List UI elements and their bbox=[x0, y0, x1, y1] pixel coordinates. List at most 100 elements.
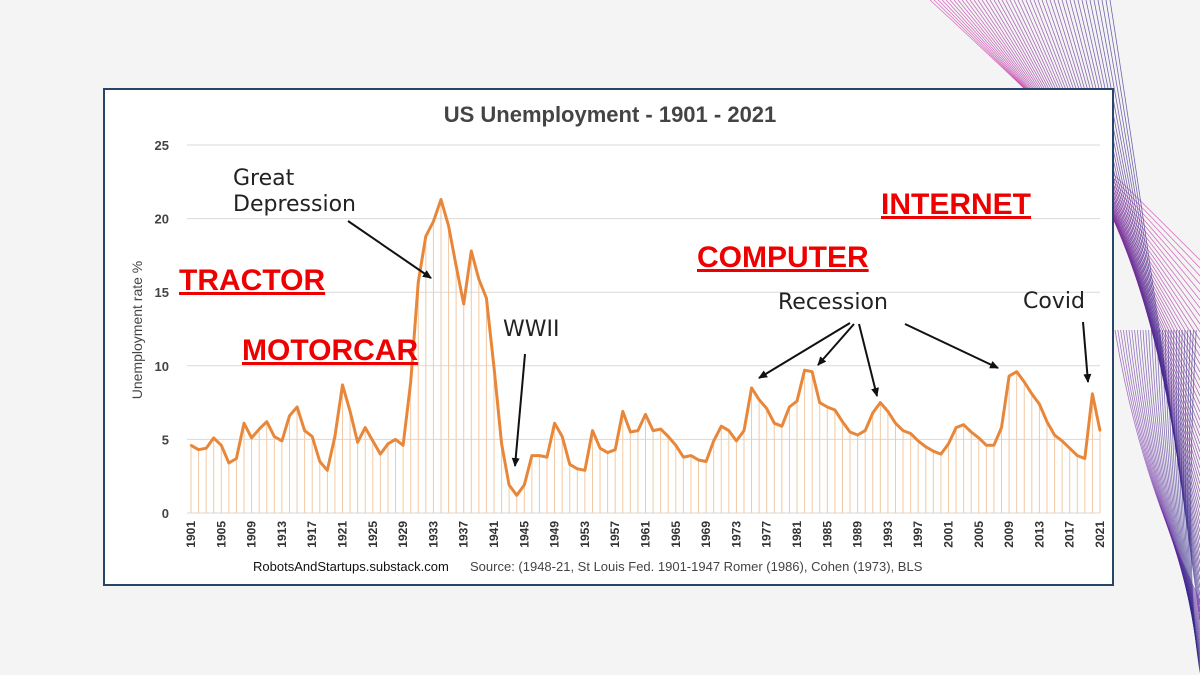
swirl-line bbox=[1156, 329, 1200, 638]
x-tick-label: 1997 bbox=[911, 521, 925, 548]
swirl-line bbox=[1188, 329, 1200, 671]
data-point bbox=[848, 430, 852, 434]
data-point bbox=[500, 442, 503, 446]
swirl-line bbox=[1162, 329, 1200, 643]
data-point bbox=[1091, 392, 1094, 395]
data-point bbox=[727, 429, 731, 432]
data-point bbox=[780, 424, 784, 428]
data-point bbox=[348, 410, 352, 413]
data-point bbox=[341, 383, 344, 387]
data-point bbox=[379, 452, 382, 456]
swirl-line bbox=[1128, 329, 1200, 613]
swirl-line bbox=[1105, 0, 1200, 613]
data-point bbox=[818, 401, 821, 404]
data-point bbox=[477, 277, 481, 281]
data-point bbox=[674, 444, 677, 447]
y-tick-label: 25 bbox=[155, 138, 169, 153]
data-point bbox=[704, 460, 708, 463]
data-point bbox=[621, 410, 624, 413]
data-point bbox=[568, 463, 571, 466]
swirl-line bbox=[1139, 329, 1200, 623]
swirl-line bbox=[1159, 329, 1200, 641]
x-tick-label: 1925 bbox=[366, 521, 380, 548]
swirl-line bbox=[1153, 329, 1200, 636]
data-point bbox=[462, 302, 465, 306]
data-point bbox=[560, 435, 564, 438]
x-tick-label: 1965 bbox=[669, 521, 683, 548]
chart-title: US Unemployment - 1901 - 2021 bbox=[444, 102, 777, 127]
footer-credit: RobotsAndStartups.substack.com bbox=[253, 559, 449, 574]
swirl-line bbox=[1134, 329, 1200, 618]
data-point bbox=[189, 444, 193, 447]
x-tick-label: 2001 bbox=[942, 521, 956, 548]
data-point bbox=[901, 429, 905, 432]
swirl-line bbox=[1125, 329, 1200, 611]
data-point bbox=[644, 413, 647, 416]
data-point bbox=[235, 457, 238, 460]
data-point bbox=[257, 427, 261, 431]
data-point bbox=[659, 427, 662, 431]
data-point bbox=[553, 422, 556, 425]
data-point bbox=[1060, 439, 1064, 443]
swirl-line bbox=[1114, 329, 1200, 601]
annotation-covid: Covid bbox=[1023, 289, 1085, 314]
data-point bbox=[1053, 433, 1056, 437]
data-point bbox=[977, 436, 980, 440]
x-tick-label: 2021 bbox=[1093, 521, 1107, 548]
x-tick-label: 1949 bbox=[548, 521, 562, 548]
annotation-recession: Recession bbox=[778, 290, 888, 315]
data-point bbox=[583, 469, 587, 472]
data-point bbox=[939, 452, 943, 456]
data-point bbox=[795, 399, 799, 403]
data-point bbox=[1083, 457, 1087, 460]
x-tick-label: 1909 bbox=[245, 521, 259, 548]
data-point bbox=[470, 249, 473, 253]
x-tick-label: 1921 bbox=[336, 521, 350, 548]
data-point bbox=[507, 483, 511, 487]
swirl-line bbox=[1137, 329, 1200, 621]
x-tick-label: 1929 bbox=[396, 521, 410, 548]
data-point bbox=[326, 469, 329, 472]
data-point bbox=[333, 435, 337, 438]
data-point bbox=[833, 408, 837, 412]
data-point bbox=[720, 424, 723, 428]
data-point bbox=[576, 467, 579, 471]
unemployment-chart: US Unemployment - 1901 - 2021 Unemployme… bbox=[129, 102, 1107, 574]
annotation-internet: INTERNET bbox=[881, 188, 1031, 221]
data-point bbox=[614, 448, 617, 451]
x-tick-label: 2017 bbox=[1063, 521, 1077, 548]
data-point bbox=[1000, 426, 1003, 429]
swirl-line bbox=[1190, 329, 1200, 673]
x-tick-label: 1957 bbox=[608, 521, 622, 548]
swirl-line bbox=[1184, 329, 1200, 666]
data-point bbox=[1076, 454, 1079, 457]
data-point bbox=[598, 447, 602, 450]
data-point bbox=[295, 405, 299, 409]
data-point bbox=[947, 442, 950, 446]
swirl-line bbox=[1182, 329, 1200, 663]
x-tick-label: 1933 bbox=[426, 521, 440, 548]
swirl-line bbox=[1170, 329, 1200, 651]
data-point bbox=[371, 439, 374, 443]
data-point bbox=[1038, 402, 1041, 406]
x-tick-label: 1993 bbox=[881, 521, 895, 548]
swirl-line bbox=[1101, 0, 1200, 605]
data-point bbox=[962, 423, 965, 426]
x-tick-label: 1917 bbox=[305, 521, 319, 548]
data-point bbox=[924, 445, 927, 448]
data-point bbox=[667, 435, 670, 438]
arrow-wwii bbox=[511, 353, 526, 467]
x-tick-label: 1981 bbox=[790, 521, 804, 548]
data-point bbox=[204, 447, 208, 450]
data-point bbox=[591, 429, 594, 432]
y-tick-label: 15 bbox=[155, 285, 169, 300]
data-point bbox=[863, 429, 867, 432]
x-tick-label: 1905 bbox=[214, 521, 228, 548]
data-point bbox=[750, 386, 753, 390]
data-point bbox=[954, 426, 958, 429]
annotation-computer: COMPUTER bbox=[697, 241, 869, 274]
swirl-line bbox=[1173, 329, 1200, 653]
x-tick-label: 1969 bbox=[699, 521, 713, 548]
annotation-great-depression-line1: Great bbox=[233, 166, 295, 191]
arrow-recession-1975 bbox=[758, 322, 851, 379]
